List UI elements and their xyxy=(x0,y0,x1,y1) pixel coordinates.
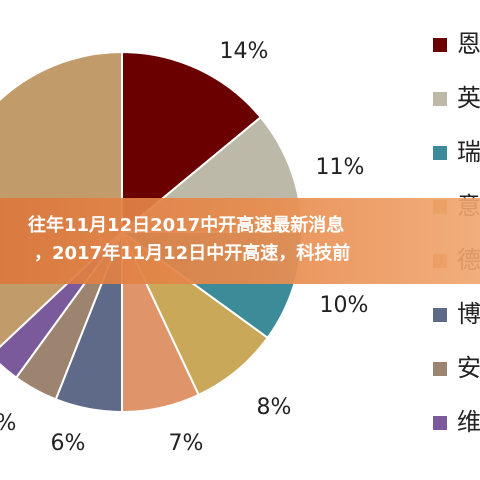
legend-item-6: 安 xyxy=(433,354,480,382)
legend-label-2: 瑞 xyxy=(457,138,480,166)
percent-label-2: 10% xyxy=(320,293,369,318)
percent-labels: 14% 11% 10% 8% 7% 6%% xyxy=(0,39,368,456)
legend-item-0: 恩 xyxy=(433,30,480,58)
percent-label-3: 8% xyxy=(257,395,292,420)
legend-label-0: 恩 xyxy=(457,30,480,58)
legend-label-1: 英 xyxy=(457,84,480,112)
percent-label-1: 11% xyxy=(316,155,365,180)
banner-line-1: 往年11月12日2017中开高速最新消息 xyxy=(28,215,345,236)
legend-item-7: 维 xyxy=(433,408,480,436)
overlay-banner: 往年11月12日2017中开高速最新消息 ，2017年11月12日中开高速，科技… xyxy=(0,198,480,284)
legend-label-5: 博 xyxy=(457,300,480,328)
legend-item-1: 英 xyxy=(433,84,480,112)
percent-label-4: 7% xyxy=(169,431,204,456)
legend-swatch-1 xyxy=(433,92,447,106)
percent-label-6: % xyxy=(0,411,16,436)
legend-swatch-2 xyxy=(433,146,447,160)
legend-label-7: 维 xyxy=(457,408,480,436)
legend-swatch-6 xyxy=(433,362,447,376)
legend-swatch-0 xyxy=(433,38,447,52)
percent-label-0: 14% xyxy=(220,39,269,64)
percent-label-5: 6% xyxy=(51,431,86,456)
pie-slice-0 xyxy=(121,50,263,235)
legend-label-6: 安 xyxy=(457,354,480,382)
legend-item-5: 博 xyxy=(433,300,480,328)
legend-swatch-7 xyxy=(433,416,447,430)
legend-swatch-5 xyxy=(433,308,447,322)
legend-item-2: 瑞 xyxy=(433,138,480,166)
banner-line-2: ，2017年11月12日中开高速，科技前 xyxy=(34,243,351,264)
